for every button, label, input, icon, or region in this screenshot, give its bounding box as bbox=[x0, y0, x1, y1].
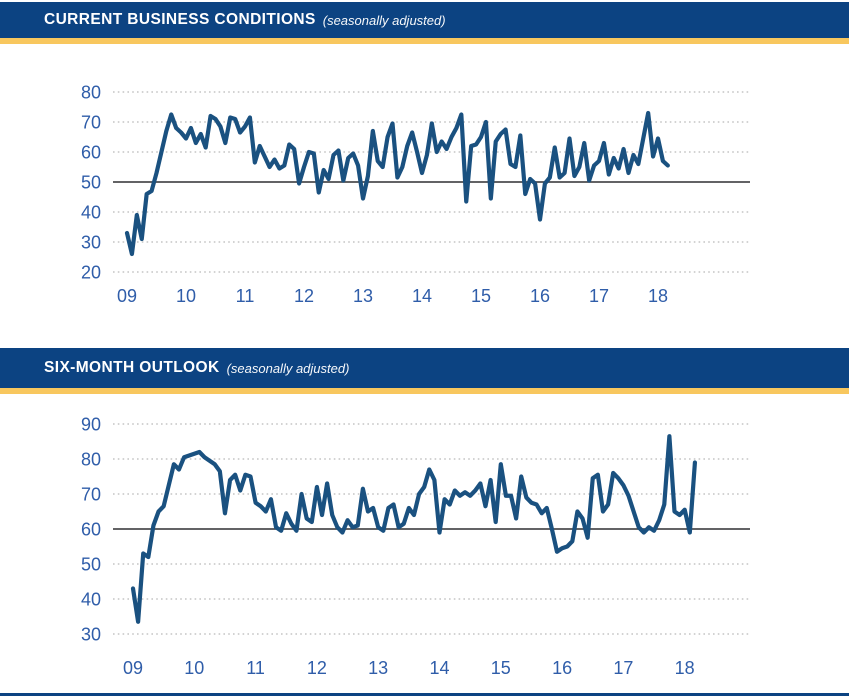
x-axis-label: 13 bbox=[353, 286, 373, 306]
section-subtitle: (seasonally adjusted) bbox=[226, 360, 350, 376]
y-axis-label: 40 bbox=[81, 203, 101, 223]
section-header-six-month-outlook: SIX-MONTH OUTLOOK (seasonally adjusted) bbox=[0, 348, 849, 388]
gold-divider bbox=[0, 38, 849, 44]
x-axis-label: 10 bbox=[176, 286, 196, 306]
y-axis-label: 80 bbox=[81, 450, 101, 470]
x-axis-label: 14 bbox=[412, 286, 432, 306]
y-axis-label: 30 bbox=[81, 233, 101, 253]
x-axis-label: 12 bbox=[307, 658, 327, 678]
bottom-rule bbox=[0, 693, 849, 696]
x-axis-label: 11 bbox=[246, 658, 265, 678]
section-subtitle: (seasonally adjusted) bbox=[322, 12, 446, 28]
six-month-outlook-chart: 90 80 70 60 50 40 30 09 10 11 12 13 14 15 16 17 18 bbox=[81, 415, 750, 678]
x-axis-label: 09 bbox=[117, 286, 137, 306]
y-axis-label: 70 bbox=[81, 485, 101, 505]
y-axis-label: 80 bbox=[81, 83, 101, 103]
section-title: CURRENT BUSINESS CONDITIONS bbox=[44, 11, 316, 28]
y-axis-label: 20 bbox=[81, 263, 101, 283]
section-header-current-conditions: CURRENT BUSINESS CONDITIONS (seasonally … bbox=[0, 2, 849, 38]
y-axis-label: 50 bbox=[81, 555, 101, 575]
x-axis-label: 13 bbox=[368, 658, 388, 678]
section-title: SIX-MONTH OUTLOOK bbox=[44, 359, 220, 376]
x-axis-label: 12 bbox=[294, 286, 314, 306]
x-axis-label: 16 bbox=[552, 658, 572, 678]
y-axis-label: 60 bbox=[81, 520, 101, 540]
y-axis-label: 50 bbox=[81, 173, 101, 193]
x-axis-label: 14 bbox=[429, 658, 449, 678]
x-axis-label: 09 bbox=[123, 658, 143, 678]
x-axis-label: 11 bbox=[236, 286, 255, 306]
x-axis-label: 15 bbox=[491, 658, 511, 678]
series-line bbox=[130, 434, 698, 624]
y-axis-label: 40 bbox=[81, 590, 101, 610]
y-axis-label: 70 bbox=[81, 113, 101, 133]
series-line bbox=[124, 110, 670, 257]
y-axis-label: 30 bbox=[81, 625, 101, 645]
x-axis-label: 18 bbox=[675, 658, 695, 678]
x-axis-label: 10 bbox=[184, 658, 204, 678]
y-axis-label: 60 bbox=[81, 143, 101, 163]
x-axis-label: 17 bbox=[613, 658, 633, 678]
y-axis-label: 90 bbox=[81, 415, 101, 435]
x-axis-label: 15 bbox=[471, 286, 491, 306]
gold-divider bbox=[0, 388, 849, 394]
current-conditions-chart: 80 70 60 50 40 30 20 09 10 11 12 13 14 15 16 17 18 bbox=[81, 83, 750, 306]
x-axis-label: 16 bbox=[530, 286, 550, 306]
x-axis-label: 18 bbox=[648, 286, 668, 306]
x-axis-label: 17 bbox=[589, 286, 609, 306]
